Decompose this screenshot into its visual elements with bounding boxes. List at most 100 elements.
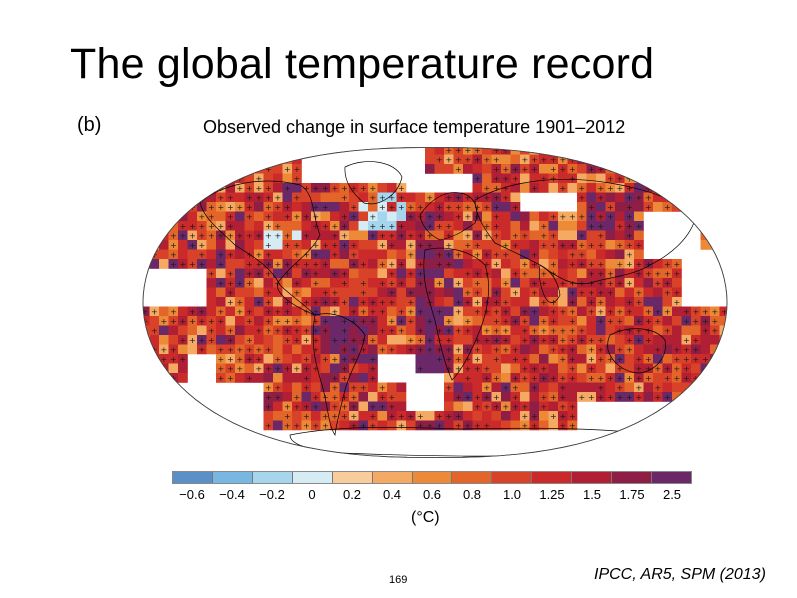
- significance-marker: +: [616, 174, 623, 183]
- grid-cell: [273, 154, 283, 165]
- significance-marker: +: [255, 298, 262, 307]
- significance-marker: +: [312, 250, 319, 259]
- significance-marker: +: [521, 374, 528, 383]
- grid-cell: [387, 325, 397, 336]
- significance-marker: +: [407, 288, 414, 297]
- significance-marker: +: [569, 364, 576, 373]
- significance-marker: +: [493, 193, 500, 202]
- grid-cell: [491, 202, 502, 212]
- significance-marker: +: [512, 393, 519, 402]
- colorbar-unit-label: (°C): [411, 509, 440, 526]
- significance-marker: +: [635, 393, 642, 402]
- significance-marker: +: [445, 222, 452, 231]
- grid-cell: [301, 230, 312, 241]
- grid-cell: [368, 297, 378, 307]
- grid-cell: [330, 411, 340, 421]
- significance-marker: +: [493, 146, 500, 155]
- significance-marker: +: [170, 307, 177, 316]
- grid-cell: [387, 211, 397, 222]
- significance-marker: +: [540, 231, 547, 240]
- grid-cell: [244, 202, 255, 212]
- significance-marker: +: [360, 307, 367, 316]
- grid-cell: [672, 164, 682, 174]
- grid-cell: [425, 268, 435, 279]
- significance-marker: +: [540, 298, 547, 307]
- grid-cell: [178, 259, 188, 269]
- significance-marker: +: [160, 317, 167, 326]
- grid-cell: [339, 344, 350, 355]
- significance-marker: +: [151, 355, 158, 364]
- grid-cell: [681, 154, 692, 165]
- grid-cell: [396, 316, 407, 326]
- grid-cell: [311, 325, 321, 336]
- grid-cell: [387, 382, 397, 393]
- grid-cell: [159, 147, 169, 155]
- grid-cell: [719, 363, 727, 374]
- significance-marker: +: [455, 279, 462, 288]
- grid-cell: [434, 344, 445, 355]
- grid-cell: [643, 287, 654, 298]
- grid-cell: [244, 344, 255, 355]
- grid-cell: [520, 382, 530, 393]
- grid-cell: [235, 344, 245, 355]
- grid-cell: [605, 392, 616, 402]
- grid-cell: [159, 240, 169, 250]
- significance-marker: +: [189, 184, 196, 193]
- grid-cell: [558, 411, 568, 421]
- significance-marker: +: [265, 165, 272, 174]
- grid-cell: [330, 202, 340, 212]
- significance-marker: +: [341, 355, 348, 364]
- grid-cell: [143, 373, 150, 383]
- grid-cell: [672, 259, 682, 269]
- grid-cell: [605, 259, 616, 269]
- significance-marker: +: [597, 383, 604, 392]
- grid-cell: [510, 392, 521, 402]
- grid-cell: [206, 173, 217, 184]
- significance-marker: +: [160, 146, 167, 155]
- grid-cell: [415, 287, 426, 298]
- grid-cell: [263, 259, 274, 269]
- significance-marker: +: [265, 402, 272, 411]
- significance-marker: +: [312, 241, 319, 250]
- grid-cell: [453, 306, 464, 317]
- grid-cell: [567, 420, 578, 431]
- significance-marker: +: [521, 336, 528, 345]
- grid-cell: [187, 230, 198, 241]
- grid-cell: [501, 411, 511, 421]
- grid-cell: [244, 316, 255, 326]
- significance-marker: +: [246, 184, 253, 193]
- significance-marker: +: [331, 336, 338, 345]
- significance-marker: +: [293, 421, 300, 430]
- significance-marker: +: [341, 364, 348, 373]
- significance-marker: +: [436, 155, 443, 164]
- grid-cell: [729, 174, 730, 184]
- significance-marker: +: [521, 155, 528, 164]
- grid-cell: [529, 278, 540, 288]
- grid-cell: [216, 297, 226, 307]
- grid-cell: [197, 316, 207, 326]
- grid-cell: [225, 164, 236, 174]
- grid-cell: [396, 325, 407, 336]
- significance-marker: +: [360, 260, 367, 269]
- grid-cell: [520, 164, 530, 174]
- significance-marker: +: [521, 421, 528, 430]
- grid-cell: [235, 249, 245, 260]
- grid-cell: [197, 164, 207, 174]
- grid-cell: [482, 278, 492, 288]
- significance-marker: +: [474, 307, 481, 316]
- significance-marker: +: [246, 355, 253, 364]
- grid-cell: [216, 240, 226, 250]
- grid-cell: [548, 287, 559, 298]
- grid-cell: [149, 154, 160, 165]
- significance-marker: +: [293, 402, 300, 411]
- significance-marker: +: [236, 184, 243, 193]
- grid-cell: [301, 316, 312, 326]
- grid-cell: [143, 147, 150, 155]
- significance-marker: +: [436, 222, 443, 231]
- grid-cell: [263, 211, 274, 222]
- significance-marker: +: [540, 402, 547, 411]
- grid-cell: [178, 154, 188, 165]
- grid-cell: [187, 240, 198, 250]
- significance-marker: +: [455, 307, 462, 316]
- grid-cell: [178, 192, 188, 203]
